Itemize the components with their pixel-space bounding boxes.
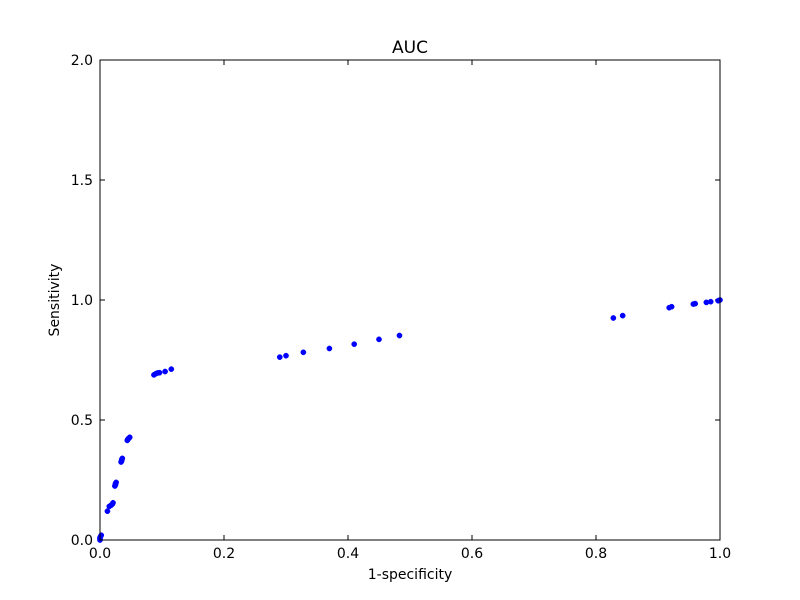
data-point [692, 300, 699, 307]
data-point [326, 345, 333, 352]
data-point [376, 336, 382, 343]
x-tick-label: 0.0 [89, 546, 111, 562]
x-tick-label: 0.6 [461, 546, 483, 562]
x-tick-label: 0.8 [585, 546, 607, 562]
data-point [126, 434, 133, 441]
plot-frame [99, 59, 721, 541]
data-point [283, 352, 289, 359]
data-point [119, 455, 126, 462]
chart-title: AUC [392, 38, 428, 58]
data-point [104, 508, 111, 515]
data-point [156, 369, 163, 376]
x-tick-label: 0.4 [337, 546, 359, 562]
data-point [300, 349, 307, 356]
data-point [98, 532, 105, 539]
data-point [168, 366, 175, 372]
y-tick-label: 0.0 [71, 533, 93, 549]
data-point [610, 315, 617, 321]
data-point [162, 368, 168, 375]
y-tick-label: 1.5 [71, 173, 93, 189]
data-point [110, 499, 116, 506]
x-tick-label: 0.2 [213, 546, 235, 562]
y-tick-label: 1.0 [71, 293, 93, 309]
x-tick-label: 1.0 [709, 546, 731, 562]
y-axis-label: Sensitivity [47, 264, 63, 337]
y-tick-label: 0.5 [71, 413, 93, 429]
x-axis-label: 1-specificity [368, 567, 453, 583]
data-point [707, 298, 714, 305]
data-point [619, 312, 626, 319]
data-point [668, 303, 675, 310]
data-point [113, 479, 119, 486]
data-point [276, 354, 283, 360]
data-point [396, 332, 403, 339]
y-tick-label: 2.0 [71, 53, 93, 69]
data-point [351, 341, 358, 348]
